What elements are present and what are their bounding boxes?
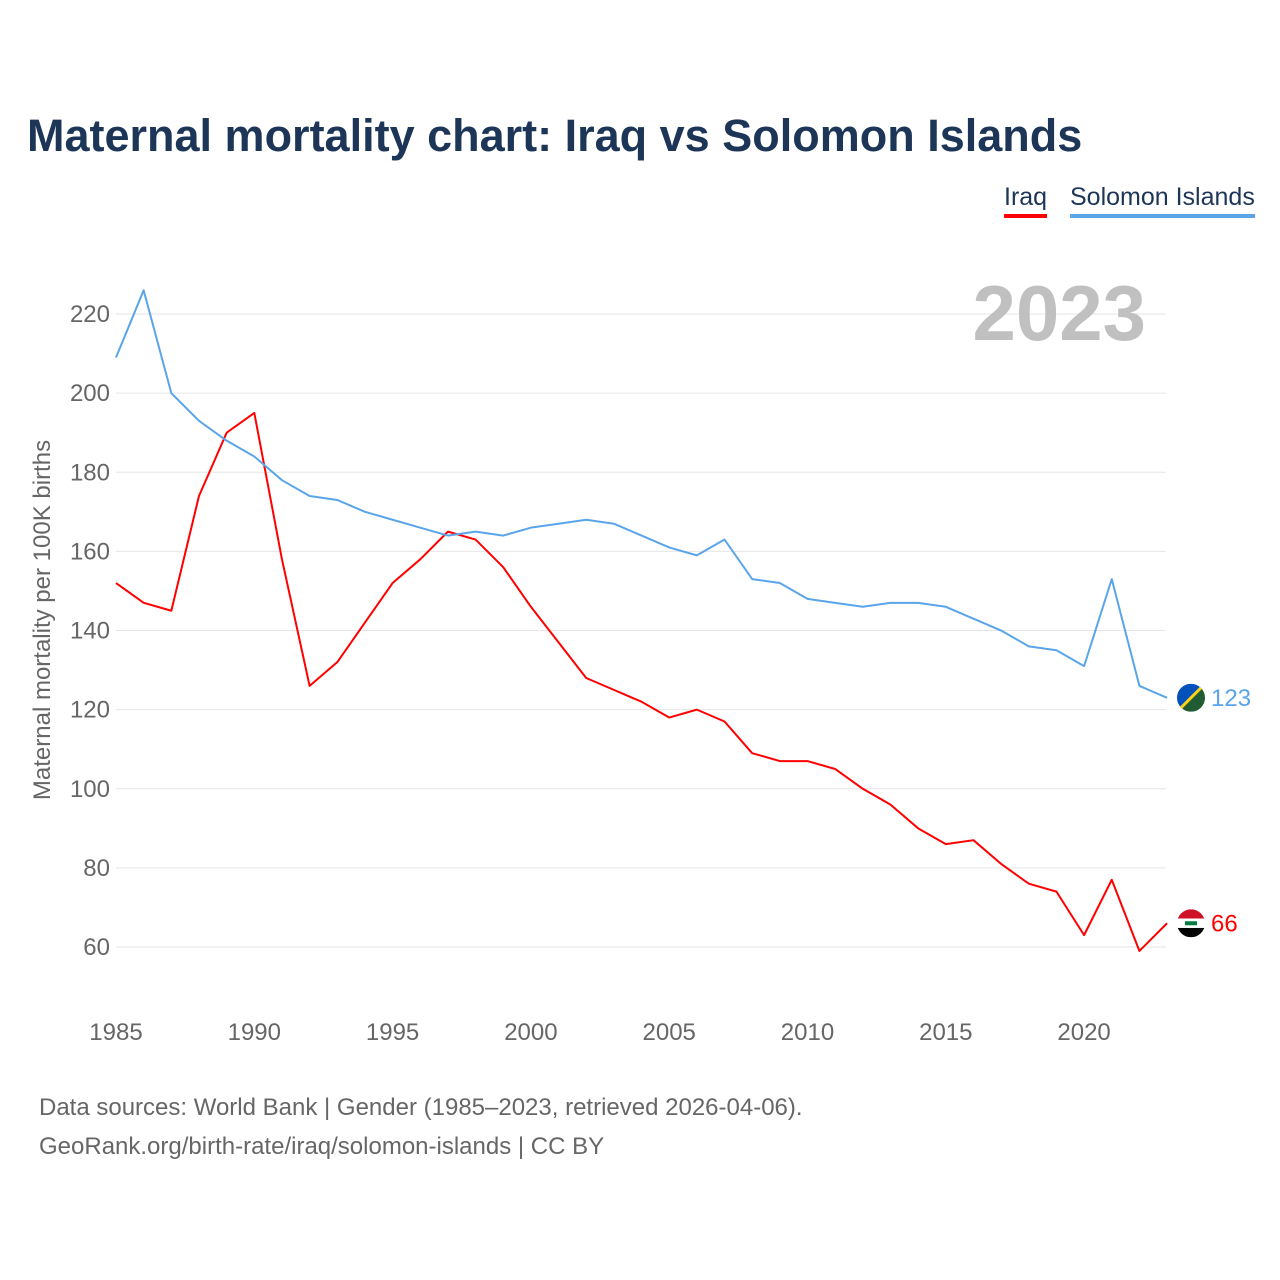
y-tick-label: 60: [83, 934, 110, 961]
series-line-iraq: [115, 411, 1168, 952]
y-tick-label: 200: [70, 380, 110, 407]
x-tick-label: 1985: [89, 1019, 142, 1046]
end-value-label: 123: [1211, 685, 1251, 712]
x-tick-label: 2015: [919, 1019, 972, 1046]
y-tick-label: 120: [70, 697, 110, 724]
y-tick-label: 220: [70, 301, 110, 328]
x-tick-label: 2020: [1057, 1019, 1110, 1046]
y-tick-label: 100: [70, 776, 110, 803]
iraq-flag-icon: [1177, 909, 1205, 938]
solomon-islands-flag-icon: [1177, 683, 1205, 712]
flag-stripe: [1177, 909, 1205, 919]
chart-title: Maternal mortality chart: Iraq vs Solomo…: [27, 110, 1083, 161]
y-tick-label: 140: [70, 618, 110, 645]
x-tick-label: 1995: [366, 1019, 419, 1046]
flag-stripe: [1177, 683, 1205, 712]
source-url[interactable]: GeoRank.org/birth-rate/iraq/solomon-isla…: [39, 1133, 605, 1160]
y-tick-label: 160: [70, 538, 110, 565]
year-label: 2023: [972, 269, 1146, 357]
end-value-label: 66: [1211, 910, 1238, 937]
x-tick-label: 1990: [228, 1019, 281, 1046]
source-note: Data sources: World Bank | Gender (1985–…: [39, 1088, 803, 1166]
series-line-solomon-islands: [115, 289, 1168, 699]
flag-stripe: [1177, 927, 1205, 938]
x-tick-label: 2000: [504, 1019, 557, 1046]
x-tick-label: 2005: [643, 1019, 696, 1046]
x-tick-label: 2010: [781, 1019, 834, 1046]
y-tick-label: 80: [83, 855, 110, 882]
flag-emblem: [1185, 921, 1197, 926]
legend-iraq[interactable]: Iraq: [1004, 183, 1048, 218]
y-tick-label: 180: [70, 459, 110, 486]
legend-solomon-islands[interactable]: Solomon Islands: [1070, 183, 1255, 218]
y-axis-label: Maternal mortality per 100K births: [29, 440, 56, 800]
source-line: Data sources: World Bank | Gender (1985–…: [39, 1094, 803, 1121]
